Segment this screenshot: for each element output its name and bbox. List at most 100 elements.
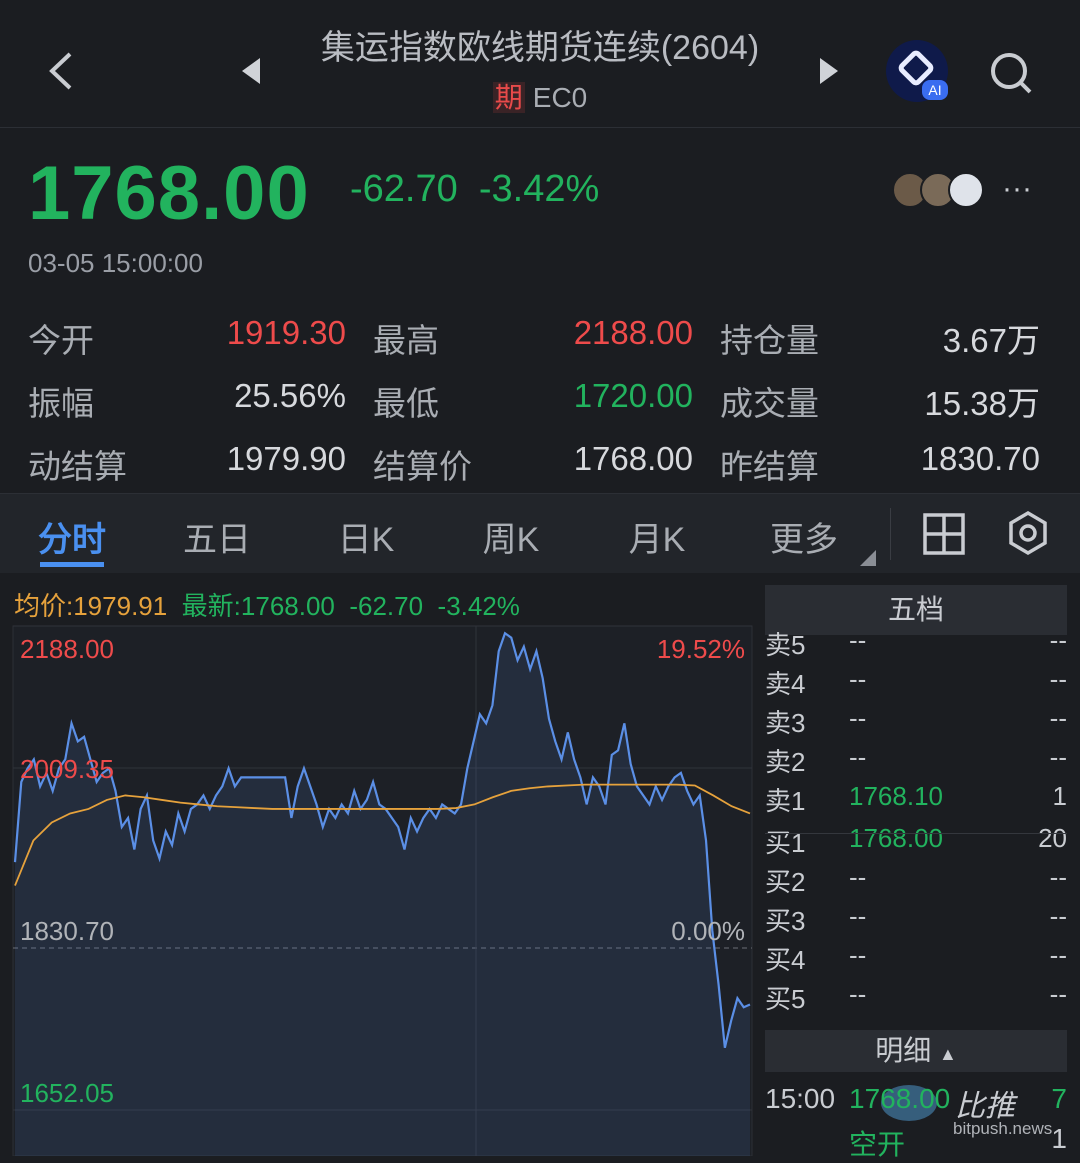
level-price: --: [849, 862, 867, 892]
tab-5[interactable]: 更多: [770, 521, 838, 559]
avg-price: 均价:1979.91: [14, 591, 168, 621]
order-book-row: 买2 -- --: [765, 862, 1067, 898]
prev-contract-icon[interactable]: [242, 58, 260, 84]
trade-type: 空开: [849, 1129, 906, 1160]
quote-time: 03-05 15:00:00: [28, 248, 203, 278]
ai-assistant-button[interactable]: AI: [886, 40, 948, 102]
level-label: 卖3: [765, 708, 806, 738]
order-book-row: 买1 1768.00 20: [765, 823, 1067, 859]
level-label: 卖5: [765, 630, 806, 660]
divider: [765, 833, 1067, 834]
detail-title: 明细: [875, 1035, 932, 1066]
tab-0[interactable]: 分时: [38, 521, 106, 559]
level-qty: --: [1049, 625, 1067, 655]
level-label: 买1: [765, 828, 806, 858]
avg-line: [14, 783, 751, 886]
stats-grid: 今开 1919.30 最高 2188.00 持仓量 3.67万 振幅 25.56% 最低 1720…: [0, 314, 1080, 485]
tab-4[interactable]: 月K: [628, 521, 686, 559]
level-price: --: [849, 703, 867, 733]
level-label: 买5: [765, 984, 806, 1014]
layout-grid-icon[interactable]: [922, 512, 966, 556]
stat-label: 结算价: [373, 448, 472, 485]
price-area: [15, 633, 750, 1156]
level-qty: 1: [1052, 781, 1067, 811]
order-book-row: 卖3 -- --: [765, 703, 1067, 739]
level-label: 买4: [765, 945, 806, 975]
order-book-row: 买5 -- --: [765, 979, 1067, 1015]
watermark-bird-icon: [881, 1085, 937, 1121]
order-book-row: 卖1 1768.10 1: [765, 781, 1067, 817]
change-value: -62.70: [350, 168, 458, 210]
level-price: --: [849, 979, 867, 1009]
header: 集运指数欧线期货连续(2604) 期 EC0 AI: [0, 0, 1080, 128]
stat-label: 最低: [373, 385, 439, 422]
stat-value: 1979.90: [226, 440, 346, 477]
detail-toggle[interactable]: 明细 ▲: [765, 1030, 1067, 1072]
price-change: -62.70 -3.42%: [350, 168, 599, 211]
watermark-name: 比推: [955, 1090, 1015, 1123]
y-label-pct-zero: 0.00%: [671, 916, 745, 946]
settings-icon[interactable]: [1006, 510, 1050, 556]
y-label-q1: 2009.35: [20, 754, 114, 784]
page-title: 集运指数欧线期货连续(2604): [320, 29, 760, 67]
latest-change-pct: -3.42%: [437, 591, 520, 621]
level-label: 买2: [765, 867, 806, 897]
stat-value: 25.56%: [234, 377, 346, 414]
level-qty: --: [1049, 703, 1067, 733]
code-label: EC0: [532, 82, 588, 113]
level-price: --: [849, 742, 867, 772]
level-qty: --: [1049, 862, 1067, 892]
level-price: --: [849, 625, 867, 655]
y-label-high: 2188.00: [20, 634, 114, 664]
stat-value: 2188.00: [573, 314, 693, 351]
stat-value: 1830.70: [920, 440, 1040, 477]
ai-badge: AI: [922, 80, 948, 100]
more-icon[interactable]: ···: [1002, 172, 1032, 205]
order-book-title[interactable]: 五档: [765, 585, 1067, 635]
stat-label: 振幅: [28, 385, 94, 422]
community-avatars[interactable]: [892, 172, 992, 210]
level-price: 1768.10: [849, 781, 943, 811]
latest-price: 最新:1768.00: [181, 591, 335, 621]
stat-label: 持仓量: [720, 322, 819, 359]
stat-label: 今开: [28, 322, 94, 359]
next-contract-icon[interactable]: [820, 58, 838, 84]
active-tab-indicator: [40, 562, 104, 567]
stat-value: 1720.00: [573, 377, 693, 414]
level-label: 卖2: [765, 747, 806, 777]
watermark-site: bitpush.news: [953, 1119, 1053, 1138]
trade-price: 1768.00: [849, 1083, 951, 1114]
tab-3[interactable]: 周K: [482, 521, 540, 559]
order-book-row: 卖2 -- --: [765, 742, 1067, 778]
y-label-prev-settle: 1830.70: [20, 916, 114, 946]
level-qty: --: [1049, 940, 1067, 970]
chart-info-line: 均价:1979.91 最新:1768.00 -62.70 -3.42%: [14, 586, 520, 623]
stat-value: 3.67万: [942, 322, 1040, 359]
y-label-q3: 1652.05: [20, 1078, 114, 1108]
trade-qty: 1: [1051, 1123, 1067, 1154]
intraday-chart[interactable]: 2188.00 2009.35 1830.70 1652.05 19.52% 0.00%: [0, 580, 760, 1156]
level-label: 买3: [765, 906, 806, 936]
latest-change: -62.70: [349, 591, 424, 621]
weibo-icon: [948, 172, 984, 208]
level-qty: --: [1049, 979, 1067, 1009]
back-icon[interactable]: [46, 50, 76, 92]
price-line: [13, 631, 751, 1049]
tab-2[interactable]: 日K: [337, 521, 395, 559]
order-book-row: 买4 -- --: [765, 940, 1067, 976]
stat-label: 动结算: [28, 448, 127, 485]
level-label: 卖4: [765, 669, 806, 699]
search-icon[interactable]: [988, 50, 1034, 96]
stat-label: 最高: [373, 322, 439, 359]
last-price: 1768.00: [28, 151, 310, 236]
y-label-pct-high: 19.52%: [657, 634, 745, 664]
order-book-row: 卖5 -- --: [765, 625, 1067, 661]
trade-row: 15:00 1768.00 7: [765, 1083, 1067, 1119]
tab-1[interactable]: 五日: [183, 521, 251, 559]
trade-row: 空开 1: [765, 1123, 1067, 1160]
futures-badge: 期: [492, 82, 525, 113]
level-qty: --: [1049, 742, 1067, 772]
more-corner-icon: [860, 550, 876, 566]
order-book-row: 卖4 -- --: [765, 664, 1067, 700]
level-qty: --: [1049, 664, 1067, 694]
